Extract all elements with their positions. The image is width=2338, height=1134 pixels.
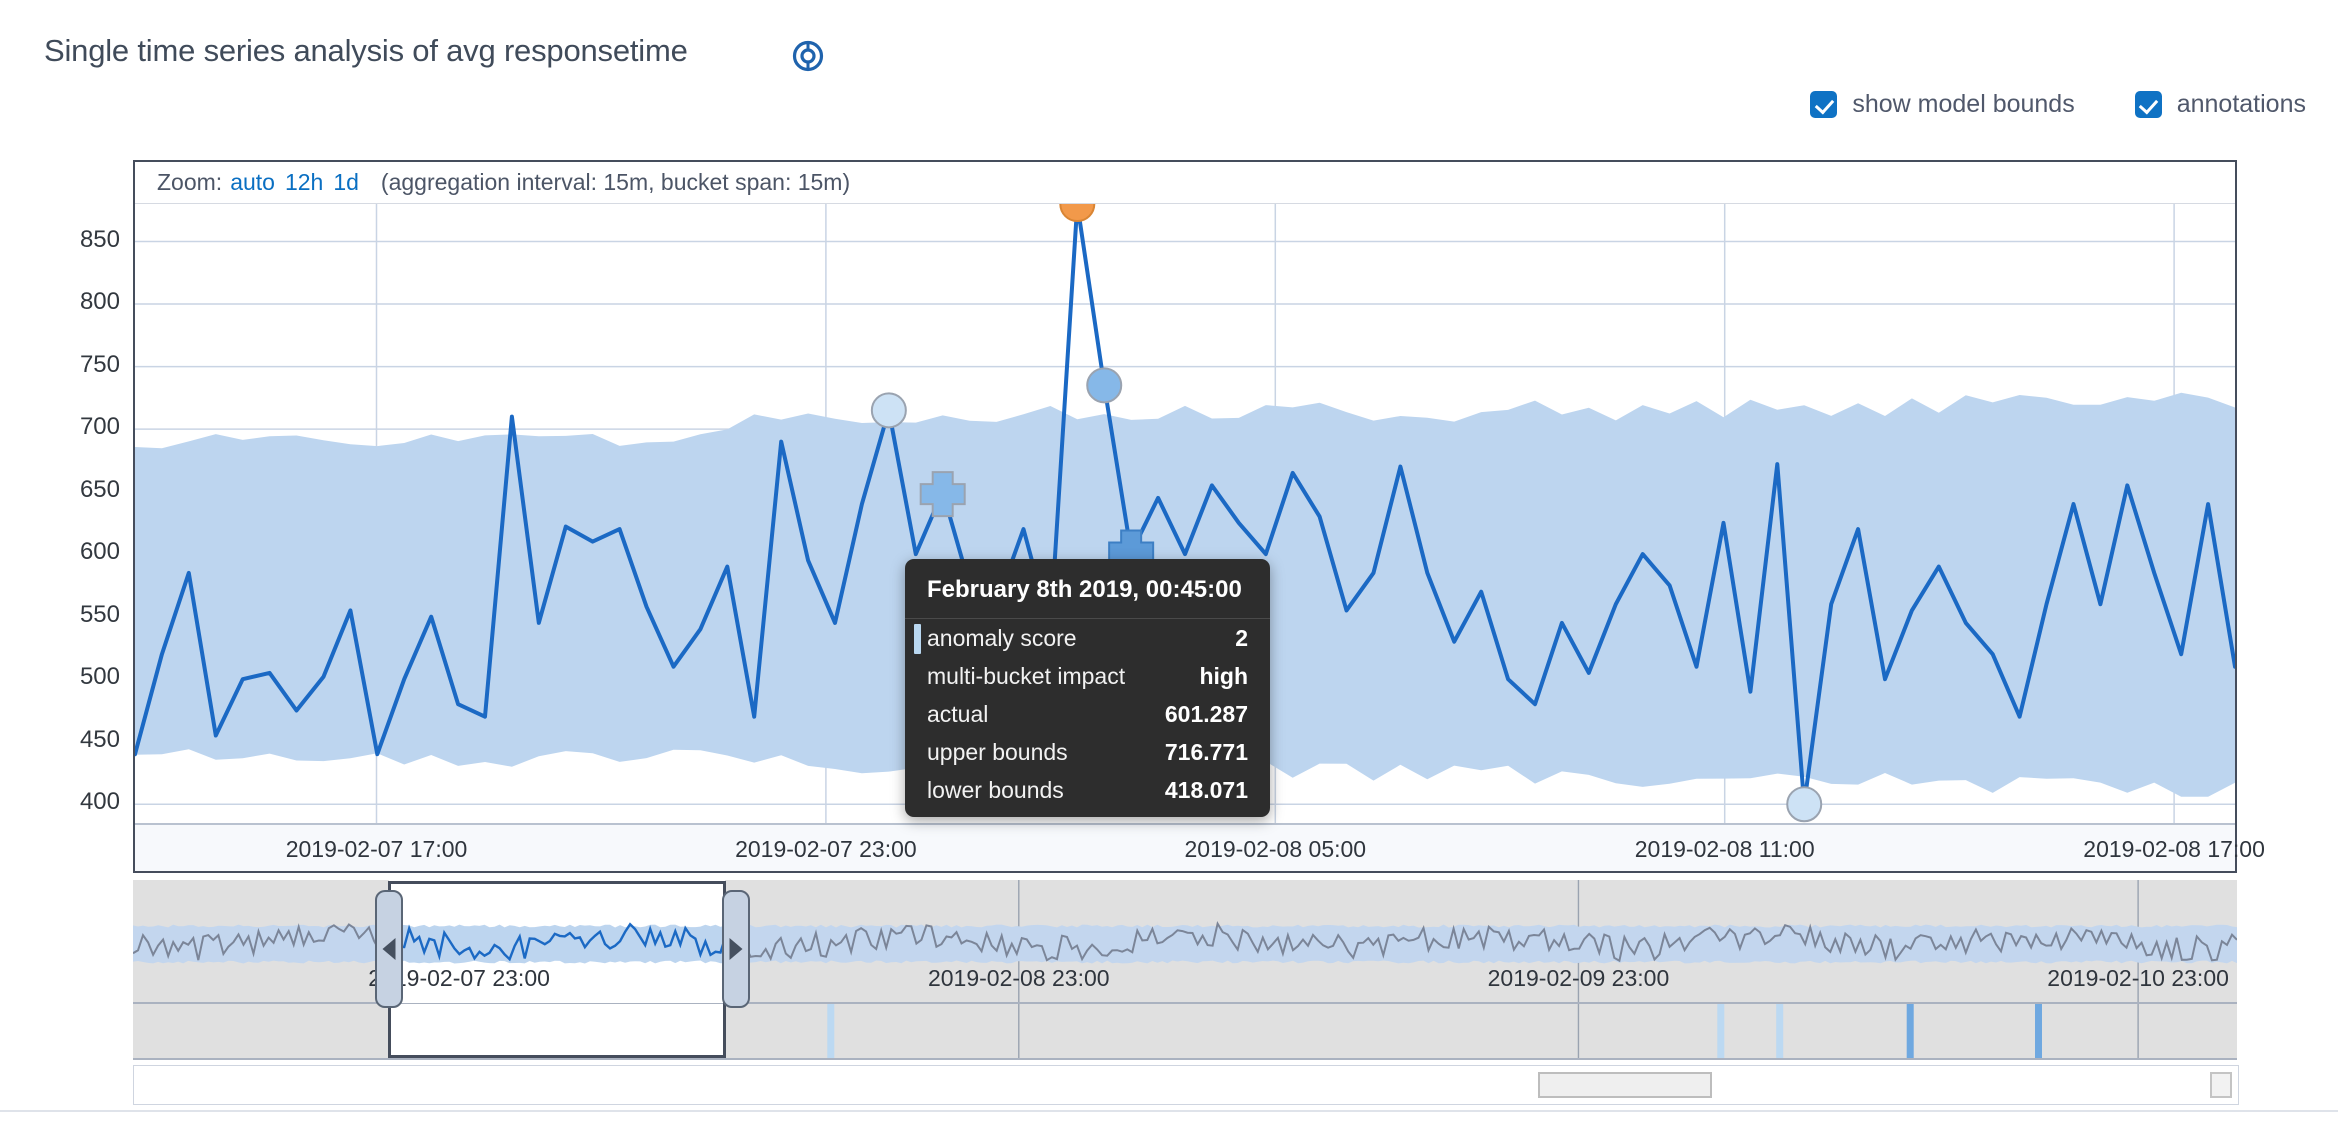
brush-handle-left[interactable] [375,890,403,1008]
anomaly-marker-circle-warning[interactable] [1086,367,1123,404]
tooltip-rows: anomaly score 2 multi-bucket impact high act… [905,619,1270,809]
checkbox-box-annotations[interactable] [2134,91,2162,118]
tooltip-row-upper-bounds: upper bounds 716.771 [905,733,1270,771]
context-chart[interactable]: 2019-02-07 23:00 2019-02-08 23:00 2019-02-… [133,880,2237,1060]
tooltip-row-multi-bucket-impact: multi-bucket impact high [905,657,1270,695]
y-axis-tick-500: 500 [79,663,120,691]
anomaly-marker-circle-minor[interactable] [1786,786,1823,823]
y-axis-tick-650: 650 [79,475,120,503]
checkbox-show-model-bounds[interactable]: show model bounds [1810,90,2075,119]
tooltip-key: multi-bucket impact [927,662,1126,689]
context-selected-region [389,880,725,1003]
horizontal-scrollbar[interactable] [133,1065,2239,1105]
tooltip-row-lower-bounds: lower bounds 418.071 [905,771,1270,809]
x-axis-tick-0: 2019-02-07 17:00 [285,836,468,862]
x-axis-tick-1: 2019-02-07 23:00 [735,836,917,862]
life-ring-icon[interactable] [792,40,824,72]
anomaly-marker-cross-warning[interactable] [919,471,966,518]
zoom-label: Zoom: [157,169,223,195]
chevron-left-icon [382,938,396,960]
tooltip-title: February 8th 2019, 00:45:00 [905,559,1270,619]
anomaly-tooltip: February 8th 2019, 00:45:00 anomaly scor… [905,559,1270,817]
checkbox-box-model-bounds[interactable] [1810,91,1838,118]
tooltip-value: high [1199,662,1248,689]
swimlane-marker-warning[interactable] [1906,1004,1914,1058]
tooltip-value: 418.071 [1164,776,1248,803]
zoom-controls: Zoom: auto 12h 1d (aggregation interval:… [135,162,2235,204]
page-header: Single time series analysis of avg respo… [0,0,2338,105]
checkbox-label-model-bounds: show model bounds [1852,90,2075,118]
swimlane-marker-minor[interactable] [1717,1004,1725,1058]
bottom-divider [0,1110,2338,1112]
zoom-link-12h[interactable]: 12h [284,169,324,195]
y-axis-tick-400: 400 [79,788,120,816]
y-axis-tick-800: 800 [79,288,120,316]
checkbox-annotations[interactable]: annotations [2134,90,2306,119]
chevron-right-icon [729,938,743,960]
context-selection-swimlane [389,1004,725,1058]
tooltip-value: 601.287 [1164,700,1248,727]
y-axis-tick-850: 850 [79,225,120,253]
x-axis-tick-4: 2019-02-08 17:00 [2083,836,2265,862]
swimlane-marker-warning[interactable] [2035,1004,2042,1058]
anomaly-marker-circle-critical[interactable] [1059,204,1096,222]
tooltip-key: anomaly score [927,624,1077,651]
tooltip-key: lower bounds [927,776,1064,803]
scrollbar-corner[interactable] [2210,1072,2232,1098]
zoom-link-auto[interactable]: auto [230,169,275,195]
tooltip-row-anomaly-score: anomaly score 2 [905,619,1270,657]
x-axis-tick-3: 2019-02-08 11:00 [1634,836,1815,862]
anomaly-marker-circle-minor[interactable] [870,392,907,429]
tooltip-row-actual: actual 601.287 [905,695,1270,733]
page-title: Single time series analysis of avg respo… [44,33,688,68]
context-divider [133,1002,2237,1004]
tooltip-key: upper bounds [927,738,1068,765]
zoom-link-1d[interactable]: 1d [333,169,359,195]
actual-series-line [135,204,2235,807]
y-axis-tick-700: 700 [79,413,120,441]
scrollbar-thumb[interactable] [1538,1072,1712,1098]
y-axis-tick-550: 550 [79,600,120,628]
context-bottom-border [133,1058,2237,1060]
tooltip-value: 2 [1235,624,1248,651]
tooltip-value: 716.771 [1164,738,1248,765]
context-chart-svg [133,880,2237,1060]
focus-x-axis: 2019-02-07 17:00 2019-02-07 23:00 2019-02-… [135,823,2265,871]
swimlane-marker-minor[interactable] [827,1004,835,1058]
chart-options: show model bounds annotations [1810,90,2306,119]
y-axis-tick-750: 750 [79,350,120,378]
tooltip-key: actual [927,700,989,727]
x-axis-tick-2: 2019-02-08 05:00 [1184,836,1367,862]
checkbox-label-annotations: annotations [2176,90,2306,118]
brush-handle-right[interactable] [722,890,750,1008]
aggregation-info: (aggregation interval: 15m, bucket span:… [380,169,851,195]
y-axis-tick-600: 600 [79,538,120,566]
y-axis-tick-450: 450 [79,725,120,753]
swimlane-marker-minor[interactable] [1776,1004,1784,1058]
